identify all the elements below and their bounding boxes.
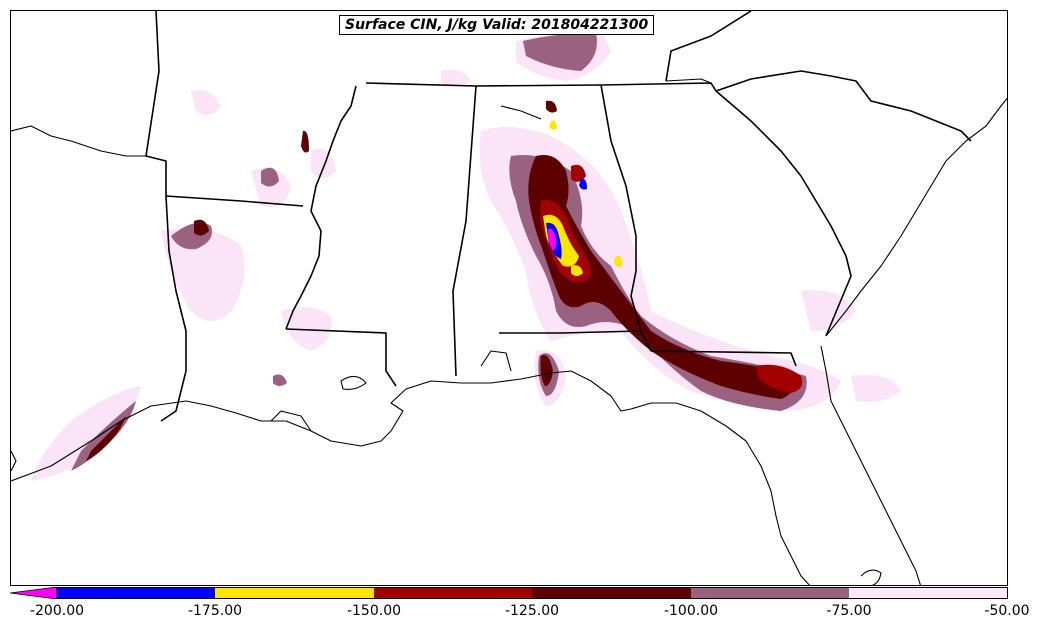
colorbar-segment-blue <box>57 587 215 599</box>
map-frame <box>10 10 1008 586</box>
colorbar-segment-red <box>374 587 532 599</box>
coastline <box>11 78 1007 585</box>
cin-light-pink-areas <box>31 29 901 481</box>
colorbar-outline <box>56 587 1008 599</box>
cin-magenta-areas <box>548 228 557 251</box>
colorbar-tick-label: -150.00 <box>346 603 402 619</box>
colorbar-segment-lightpink <box>849 587 1007 599</box>
colorbar-segment-mauve <box>691 587 849 599</box>
colorbar-extend-arrow <box>10 587 58 599</box>
colorbar-tick-label: -100.00 <box>663 603 719 619</box>
colorbar-tick-label: -75.00 <box>826 603 872 619</box>
colorbar-tick-label: -200.00 <box>29 603 85 619</box>
state-boundaries <box>145 11 972 422</box>
cin-map <box>11 11 1007 585</box>
map-title: Surface CIN, J/kg Valid: 201804221300 <box>339 15 655 35</box>
colorbar-segment-darkred <box>532 587 691 599</box>
colorbar-tick-label: -125.00 <box>504 603 560 619</box>
colorbar <box>10 587 1008 599</box>
colorbar-tick-label: -175.00 <box>187 603 243 619</box>
colorbar-segment-yellow <box>215 587 374 599</box>
colorbar-tick-label: -50.00 <box>984 603 1030 619</box>
